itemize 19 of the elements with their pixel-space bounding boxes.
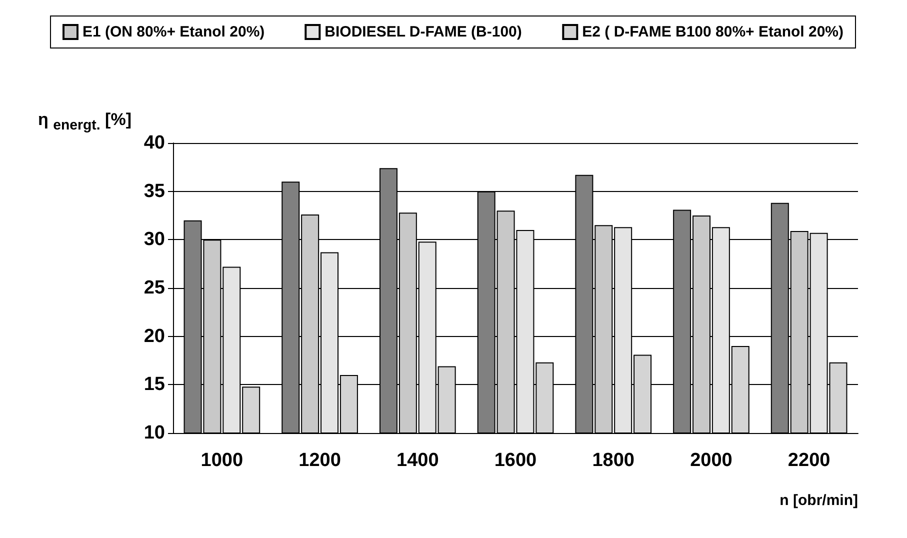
y-axis-title: η $_{energt.}$ [%] [38,110,132,134]
y-tick-label: 25 [144,278,166,298]
x-axis-title: n [obr/min] [780,492,858,509]
y-tick-label: 30 [144,229,165,250]
x-tick-label: 2200 [788,450,830,471]
y-tick-label: 35 [144,180,166,202]
x-tick-label: 2000 [690,450,732,471]
y-tick-label: 10 [144,422,165,444]
y-tick-label: 40 [144,132,165,154]
legend-label: E2 ( D-FAME B100 80%+ Etanol 20%) [582,24,844,40]
x-tick-label: 1800 [592,450,634,471]
x-tick-label: 1000 [200,450,244,471]
x-tick-label: 1400 [396,450,439,471]
legend-label: BIODIESEL D-FAME (B-100) [324,24,522,40]
x-tick-label: 1600 [494,450,537,471]
y-tick-label: 20 [144,326,165,347]
y-tick-label: 15 [144,374,166,396]
x-tick-label: 1200 [298,450,341,471]
legend-label: E1 (ON 80%+ Etanol 20%) [82,24,265,40]
